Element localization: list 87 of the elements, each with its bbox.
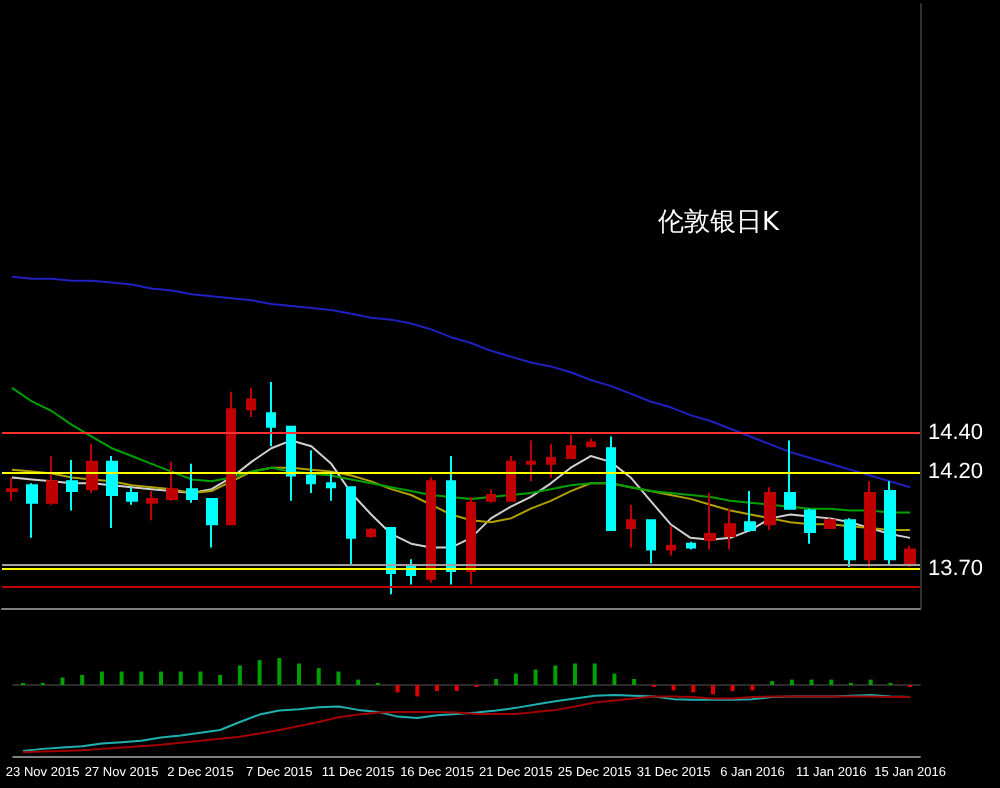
candlestick	[704, 492, 716, 551]
bar	[178, 671, 183, 686]
candlestick	[126, 486, 138, 506]
candlestick	[626, 503, 636, 549]
bar	[139, 671, 144, 686]
bar	[789, 679, 794, 686]
candlestick	[46, 455, 58, 506]
bar	[257, 660, 262, 686]
bar	[454, 685, 459, 692]
bar	[297, 663, 302, 686]
candlestick	[804, 507, 816, 545]
bar	[277, 658, 282, 686]
bar	[671, 685, 676, 691]
bar	[99, 671, 104, 686]
candlestick	[506, 455, 516, 502]
bar	[316, 668, 321, 686]
candlestick	[546, 443, 556, 479]
candlestick	[884, 480, 896, 567]
y-tick-label: 14.40	[928, 420, 984, 445]
candlestick	[486, 488, 496, 504]
bar	[711, 685, 716, 695]
bar	[809, 679, 814, 686]
bar	[829, 679, 834, 686]
bar	[533, 669, 538, 686]
bar	[80, 674, 85, 686]
bar	[336, 671, 341, 686]
bar	[218, 674, 223, 686]
line-series	[10, 386, 912, 514]
candlestick	[366, 527, 376, 539]
bar	[119, 671, 124, 686]
candlestick	[864, 480, 876, 569]
candlestick	[106, 455, 118, 530]
candlestick	[286, 425, 296, 502]
bar	[198, 671, 203, 686]
bar	[415, 685, 420, 697]
line-series	[10, 439, 912, 549]
candlestick	[226, 390, 236, 526]
candlestick	[66, 458, 78, 512]
bar	[494, 678, 499, 686]
candlestick	[904, 544, 916, 569]
candlestick	[446, 455, 456, 586]
bar	[730, 685, 735, 692]
candlestick	[26, 482, 38, 539]
line-series	[10, 275, 912, 489]
candlestick	[146, 490, 158, 522]
candlestick	[526, 439, 536, 483]
candlestick	[686, 540, 696, 551]
candlestick	[246, 386, 256, 419]
candlestick	[666, 525, 676, 557]
y-tick-label: 13.70	[928, 557, 984, 582]
candlestick	[186, 462, 198, 504]
candlestick	[586, 437, 596, 448]
candlestick	[724, 507, 736, 551]
bar	[632, 678, 637, 686]
candlestick	[784, 439, 796, 510]
bar	[395, 685, 400, 693]
candlestick	[646, 519, 656, 565]
bar	[237, 665, 242, 686]
bar	[770, 680, 775, 686]
candlestick	[844, 517, 856, 569]
bar	[553, 665, 558, 686]
candlestick	[206, 497, 218, 549]
bar	[513, 673, 518, 686]
candlestick	[266, 380, 276, 448]
bar	[592, 663, 597, 686]
candlestick	[346, 486, 356, 567]
bar	[750, 685, 755, 691]
candlestick	[326, 470, 336, 502]
candlestick	[386, 527, 396, 596]
candlestick	[566, 433, 576, 459]
candlestick	[6, 476, 18, 502]
bar	[868, 679, 873, 686]
candlestick	[606, 435, 616, 532]
candlestick	[306, 449, 316, 495]
y-tick-label: 14.20	[928, 459, 984, 484]
candlestick	[86, 443, 98, 495]
candlestick	[166, 460, 178, 502]
bar	[691, 685, 696, 693]
bar	[356, 679, 361, 686]
candlestick	[824, 517, 836, 530]
bar	[612, 673, 617, 686]
bar	[573, 663, 578, 686]
candlestick	[764, 486, 776, 532]
candlestick	[744, 490, 756, 534]
bar	[159, 671, 164, 686]
text: 伦敦银日K	[658, 208, 780, 238]
bar	[435, 685, 440, 692]
